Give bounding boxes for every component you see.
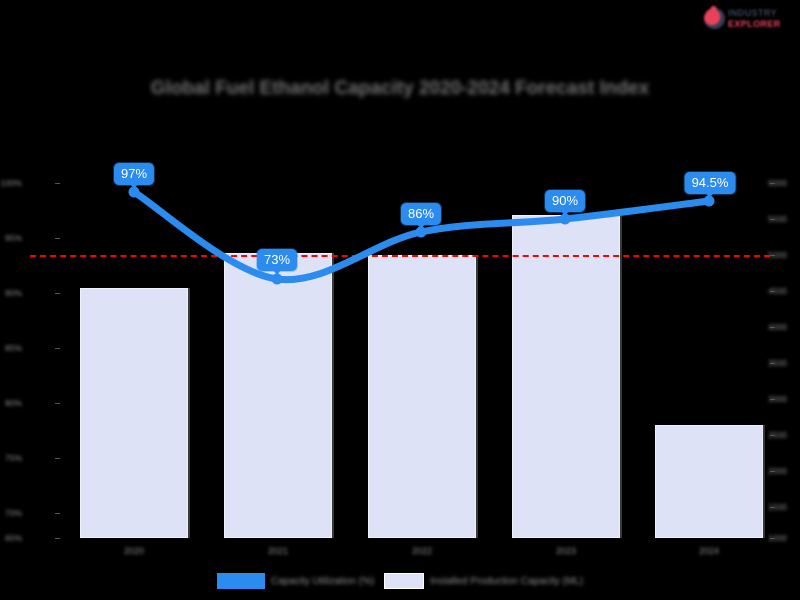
y-tick-right xyxy=(770,538,775,539)
line-point-2020[interactable] xyxy=(128,186,140,198)
y-tick-left xyxy=(55,293,60,294)
y-tick-left xyxy=(55,403,60,404)
line-point-2022[interactable] xyxy=(415,226,427,238)
y-axis-right-label: 5500 xyxy=(768,214,787,224)
y-axis-right-label: 2500 xyxy=(768,430,787,440)
y-axis-left-label: 95% xyxy=(4,233,22,243)
legend-label-line: Capacity Utilization (%) xyxy=(270,575,375,587)
y-axis-right-label: 3500 xyxy=(768,358,787,368)
y-tick-right xyxy=(770,363,775,364)
y-axis-left-label: 90% xyxy=(4,288,22,298)
y-tick-right xyxy=(770,471,775,472)
x-axis-label-2020: 2020 xyxy=(123,546,145,556)
y-tick-right xyxy=(770,219,775,220)
y-tick-right xyxy=(770,183,775,184)
data-label-2024: 94.5% xyxy=(684,172,736,198)
line-series xyxy=(128,186,715,285)
legend-swatch-bar xyxy=(384,573,425,589)
plot-area: 97% 73% 86% 90% 94.5% xyxy=(30,163,775,539)
droplet-circle-icon xyxy=(704,8,725,29)
bar-2024[interactable] xyxy=(655,425,763,538)
logo-text-primary: INDUSTRY xyxy=(728,8,777,18)
y-tick-left xyxy=(55,513,60,514)
bar-2022[interactable] xyxy=(368,255,476,538)
bar-2021[interactable] xyxy=(224,253,332,538)
legend-swatch-line xyxy=(216,573,265,589)
y-tick-right xyxy=(770,327,775,328)
legend-item-bar[interactable]: Installed Production Capacity (ML) xyxy=(384,573,583,589)
y-axis-left-label: 75% xyxy=(4,453,22,463)
y-axis-left: 100% 95% 90% 85% 80% 75% 70% 65% xyxy=(0,175,28,543)
y-tick-right xyxy=(770,399,775,400)
y-tick-right xyxy=(770,255,775,256)
y-tick-right xyxy=(770,435,775,436)
x-axis-label-2021: 2021 xyxy=(267,546,289,556)
y-axis-right-label: 2000 xyxy=(768,466,787,476)
x-axis-label-2022: 2022 xyxy=(411,546,433,556)
y-axis-right-label: 6000 xyxy=(768,178,787,188)
y-axis-right-label: 1500 xyxy=(768,502,787,512)
data-label-2022: 86% xyxy=(400,203,442,229)
y-tick-right xyxy=(770,507,775,508)
x-axis-label-2023: 2023 xyxy=(555,546,577,556)
logo-text-secondary: EXPLORER xyxy=(728,19,781,29)
y-tick-left xyxy=(55,183,60,184)
chart-legend: Capacity Utilization (%) Installed Produc… xyxy=(0,573,800,589)
y-axis-right-label: 3000 xyxy=(768,394,787,404)
y-axis-right-label: 1000 xyxy=(768,533,787,543)
line-point-2024[interactable] xyxy=(703,195,715,207)
y-axis-right: 6000 5500 5000 4500 4000 3500 3000 2500 2000 1500… xyxy=(760,175,798,543)
reference-line xyxy=(30,255,770,257)
data-label-2023: 90% xyxy=(544,190,586,216)
line-point-2021[interactable] xyxy=(271,273,283,285)
bar-2020[interactable] xyxy=(80,288,188,538)
y-axis-left-label: 100% xyxy=(0,178,22,188)
y-tick-left xyxy=(55,238,60,239)
y-axis-left-label: 80% xyxy=(4,398,22,408)
x-axis-label-2024: 2024 xyxy=(698,546,720,556)
y-axis-right-label: 4500 xyxy=(768,286,787,296)
y-axis-right-label: 4000 xyxy=(768,322,787,332)
y-axis-left-label: 70% xyxy=(4,508,22,518)
y-tick-left xyxy=(55,348,60,349)
y-tick-left xyxy=(55,458,60,459)
line-point-2023[interactable] xyxy=(559,213,571,225)
y-axis-right-label: 5000 xyxy=(768,250,787,260)
brand-logo: INDUSTRY EXPLORER xyxy=(700,4,792,34)
y-axis-left-label: 65% xyxy=(4,533,22,543)
chart-title: Global Fuel Ethanol Capacity 2020-2024 F… xyxy=(150,78,650,99)
data-label-2021: 73% xyxy=(256,249,298,275)
bar-2023[interactable] xyxy=(512,215,620,538)
legend-item-line[interactable]: Capacity Utilization (%) xyxy=(216,573,375,589)
legend-label-bar: Installed Production Capacity (ML) xyxy=(430,575,584,587)
y-axis-left-label: 85% xyxy=(4,343,22,353)
y-tick-left xyxy=(55,538,60,539)
data-label-2020: 97% xyxy=(113,163,155,189)
y-tick-right xyxy=(770,291,775,292)
